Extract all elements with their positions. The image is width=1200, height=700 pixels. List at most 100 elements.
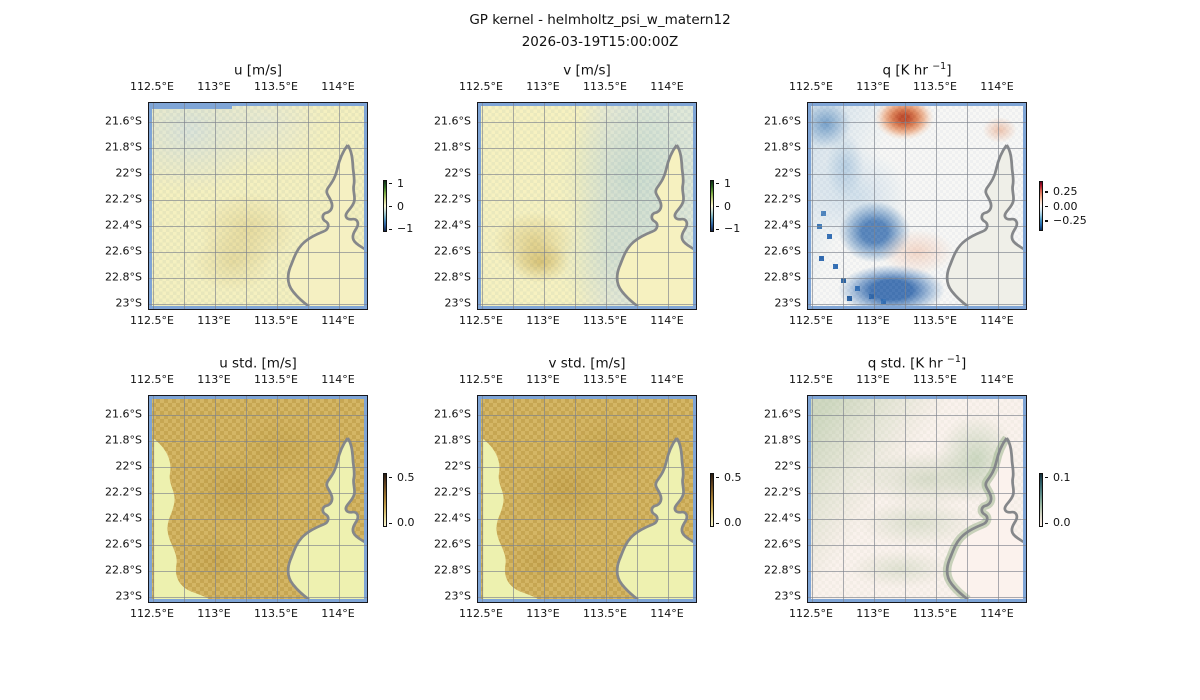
panel-title-text: q [K hr: [882, 62, 933, 79]
colorbar-tick-label: 1: [397, 176, 404, 190]
colorbar-tick-label: 0: [724, 199, 731, 213]
colorbar-tick-label: −1: [724, 222, 741, 236]
map-q-std: [807, 395, 1027, 603]
lon-tick-label-bottom: 113°E: [856, 607, 890, 620]
lat-tick-label: 22.4°S: [434, 511, 471, 525]
lat-tick-label: 21.6°S: [434, 407, 471, 421]
lat-tick-label: 23°S: [115, 589, 142, 603]
lon-tick-label-top: 113°E: [856, 80, 890, 93]
lon-tick-label-bottom: 112.5°E: [459, 607, 503, 620]
lat-tick-label: 21.8°S: [434, 140, 471, 154]
colorbar-u: 1 0 −1: [383, 177, 413, 235]
lat-tick-label: 22°S: [774, 459, 801, 473]
colorbar-tickmark: [1045, 477, 1048, 479]
lon-tick-label-bottom: 114°E: [980, 314, 1014, 327]
panel-u-std-title: u std. [m/s]: [148, 352, 368, 372]
panel-v-title: v [m/s]: [477, 59, 697, 79]
graticule-grid: [149, 103, 367, 309]
colorbar-tickmark: [389, 228, 392, 230]
panel-title-text: v std. [m/s]: [548, 355, 626, 372]
lon-tick-label-top: 114°E: [321, 373, 355, 386]
lat-tick-label: 22.4°S: [764, 218, 801, 232]
colorbar-u-std: 0.5 0.0: [383, 471, 415, 529]
lat-tick-label: 22°S: [444, 459, 471, 473]
lat-tick-label: 23°S: [444, 296, 471, 310]
lat-tick-label: 22.8°S: [105, 270, 142, 284]
colorbar-v-std: 0.5 0.0: [710, 471, 742, 529]
lon-tick-label-bottom: 113°E: [197, 607, 231, 620]
lat-tick-label: 22.4°S: [434, 218, 471, 232]
lat-tick-label: 22.8°S: [434, 270, 471, 284]
graticule-grid: [808, 396, 1026, 602]
lon-tick-label-bottom: 113°E: [526, 314, 560, 327]
lon-tick-label-top: 113.5°E: [254, 80, 298, 93]
colorbar-tickmark: [389, 183, 392, 185]
panel-title-end: ]: [960, 355, 967, 372]
lon-tick-label-top: 114°E: [980, 80, 1014, 93]
map-v: [477, 102, 697, 310]
lat-tick-label: 22.4°S: [105, 218, 142, 232]
colorbar-tick-label: 0.0: [397, 516, 415, 530]
colorbar-tick-label: 0.1: [1053, 470, 1071, 484]
colorbar-tick-label: 0.5: [397, 470, 415, 484]
lat-tick-label: 21.6°S: [105, 407, 142, 421]
colorbar-tickmark: [1045, 522, 1048, 524]
lat-tick-label: 22.2°S: [764, 192, 801, 206]
colorbar-tick-label: −1: [397, 222, 414, 236]
colorbar-tick-label: 0.5: [724, 470, 742, 484]
panel-title-text: u std. [m/s]: [219, 355, 297, 372]
panel-title-text: u [m/s]: [233, 62, 283, 79]
colorbar-strip-q: [1039, 181, 1043, 231]
lat-tick-label: 22.2°S: [105, 192, 142, 206]
lon-tick-label-top: 114°E: [650, 373, 684, 386]
lon-tick-label-top: 113°E: [526, 373, 560, 386]
lon-tick-label-top: 112.5°E: [459, 373, 503, 386]
colorbar-strip-u-std: [383, 473, 387, 527]
lon-tick-label-bottom: 113°E: [197, 314, 231, 327]
lat-tick-label: 22.4°S: [105, 511, 142, 525]
lon-tick-label-bottom: 113.5°E: [583, 314, 627, 327]
lat-tick-label: 22.2°S: [764, 485, 801, 499]
panel-title-text: q std. [K hr: [867, 355, 947, 372]
lat-tick-label: 22.2°S: [105, 485, 142, 499]
graticule-grid: [149, 396, 367, 602]
lat-tick-label: 21.6°S: [434, 114, 471, 128]
colorbar-tickmark: [716, 205, 719, 208]
lon-tick-label-bottom: 112.5°E: [459, 314, 503, 327]
colorbar-strip-u: [383, 180, 387, 232]
lon-tick-label-top: 113°E: [197, 373, 231, 386]
lat-tick-label: 22.8°S: [434, 563, 471, 577]
colorbar-tickmark: [716, 477, 719, 479]
panel-q-std-title: q std. [K hr −1]: [807, 352, 1027, 372]
lon-tick-label-top: 113.5°E: [913, 373, 957, 386]
panel-q-title: q [K hr −1]: [807, 59, 1027, 79]
colorbar-tick-label: 0.00: [1053, 199, 1078, 213]
map-u-std: [148, 395, 368, 603]
lon-tick-label-top: 113.5°E: [583, 373, 627, 386]
lon-tick-label-bottom: 112.5°E: [789, 314, 833, 327]
lon-tick-label-top: 113.5°E: [254, 373, 298, 386]
map-v-std: [477, 395, 697, 603]
lon-tick-label-top: 113.5°E: [583, 80, 627, 93]
colorbar-tick-label: 0: [397, 199, 404, 213]
graticule-grid: [478, 103, 696, 309]
lat-tick-label: 22°S: [115, 166, 142, 180]
lat-tick-label: 22°S: [774, 166, 801, 180]
lon-tick-label-bottom: 114°E: [980, 607, 1014, 620]
lat-tick-label: 22.2°S: [434, 192, 471, 206]
colorbar-tick-label: 0.0: [1053, 516, 1071, 530]
lat-tick-label: 22.6°S: [434, 537, 471, 551]
lat-tick-label: 21.8°S: [434, 433, 471, 447]
lat-tick-label: 22.8°S: [764, 563, 801, 577]
lat-tick-label: 22°S: [444, 166, 471, 180]
panel-title-text: v [m/s]: [563, 62, 611, 79]
lon-tick-label-bottom: 113.5°E: [913, 314, 957, 327]
colorbar-tickmark: [716, 228, 719, 230]
lon-tick-label-top: 113°E: [526, 80, 560, 93]
colorbar-tickmark: [389, 477, 392, 479]
lon-tick-label-top: 112.5°E: [789, 373, 833, 386]
colorbar-strip-q-std: [1039, 473, 1043, 527]
lon-tick-label-bottom: 114°E: [321, 607, 355, 620]
lon-tick-label-bottom: 113.5°E: [254, 314, 298, 327]
graticule-grid: [478, 396, 696, 602]
